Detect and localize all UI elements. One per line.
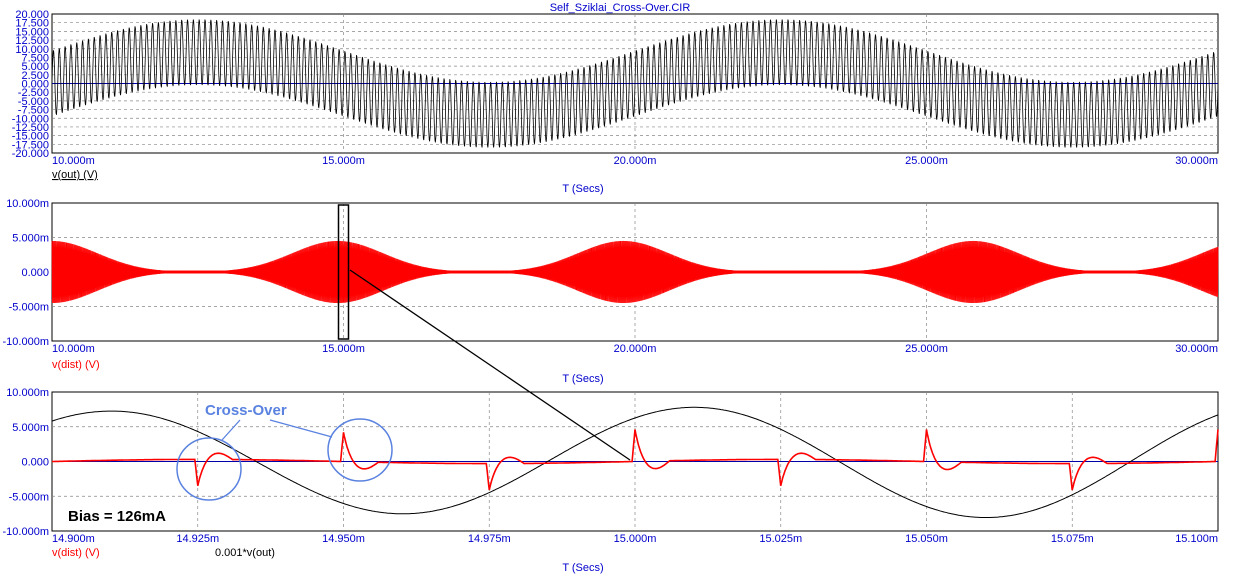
series-vdist-zoom-trace — [52, 429, 1219, 491]
y-tick-label: 5.000 — [21, 61, 49, 73]
x-tick-label: 20.000m — [614, 155, 657, 167]
y-tick-label: 5.000m — [12, 233, 49, 245]
x-tick-label: 20.000m — [614, 343, 657, 355]
x-tick-label: 30.000m — [1175, 343, 1218, 355]
y-tick-label: -10.000m — [3, 336, 49, 348]
panel-middle-vdist: 10.000m5.000m0.000-5.000m-10.000m10.000m… — [3, 198, 1219, 355]
x-tick-label: 15.025m — [759, 533, 802, 545]
y-tick-label: 7.500 — [21, 52, 49, 64]
x-tick-label: 15.050m — [905, 533, 948, 545]
y-tick-label: -10.000 — [12, 113, 49, 125]
legend-vout: v(out) (V) — [52, 169, 98, 181]
zoom-connector-line — [349, 269, 631, 461]
x-tick-label: 14.925m — [176, 533, 219, 545]
crossover-label: Cross-Over — [205, 402, 287, 419]
y-tick-label: -5.000 — [18, 96, 49, 108]
y-tick-label: -12.500 — [12, 122, 49, 134]
crossover-pointer-1 — [221, 419, 241, 441]
y-tick-label: -10.000m — [3, 526, 49, 538]
panel-top-vout: 20.00017.50015.00012.50010.0007.5005.000… — [12, 9, 1219, 167]
y-tick-label: -15.000 — [12, 131, 49, 143]
y-tick-label: 5.000m — [12, 422, 49, 434]
bias-label: Bias = 126mA — [68, 508, 166, 525]
y-tick-label: 12.500 — [15, 35, 49, 47]
legend-vdist-middle: v(dist) (V) — [52, 359, 100, 371]
x-tick-label: 10.000m — [52, 343, 95, 355]
crossover-pointer-2 — [269, 419, 333, 438]
y-tick-label: -5.000m — [9, 491, 49, 503]
x-tick-label: 14.950m — [322, 533, 365, 545]
y-tick-label: -7.500 — [18, 105, 49, 117]
y-tick-label: 0.000 — [21, 79, 49, 91]
x-tick-label: 10.000m — [52, 155, 95, 167]
legend-scaled-vout: 0.001*v(out) — [215, 547, 275, 559]
legend-vdist-bottom: v(dist) (V) — [52, 547, 100, 559]
crossover-circle-1 — [176, 437, 242, 501]
x-tick-label: 15.000m — [322, 155, 365, 167]
x-axis-label-top: T (Secs) — [562, 183, 603, 195]
panel-bottom-zoom: 10.000m 5.000m 0.000 -5.000m -10.000m14.900m… — [3, 387, 1219, 545]
y-tick-label: 10.000m — [6, 387, 49, 399]
x-tick-label: 30.000m — [1175, 155, 1218, 167]
y-tick-label: 0.000 — [21, 267, 49, 279]
crossover-circle-2 — [327, 418, 393, 482]
y-tick-label: 15.000 — [15, 26, 49, 38]
simulation-title: Self_Sziklai_Cross-Over.CIR — [550, 2, 691, 14]
x-axis-label-middle: T (Secs) — [562, 373, 603, 385]
x-tick-label: 15.000m — [322, 343, 365, 355]
x-tick-label: 14.900m — [52, 533, 95, 545]
x-tick-label: 15.100m — [1175, 533, 1218, 545]
y-tick-label: 10.000m — [6, 198, 49, 210]
series-vdist-trace — [51, 240, 1219, 304]
x-tick-label: 25.000m — [905, 343, 948, 355]
x-axis-label-bottom: T (Secs) — [562, 562, 603, 574]
zoom-window-marker — [337, 204, 350, 340]
series-scaled-vout-trace — [51, 406, 1219, 518]
y-tick-label: -2.500 — [18, 87, 49, 99]
y-tick-label: -20.000 — [12, 148, 49, 160]
annotation-layer — [176, 269, 631, 501]
y-tick-label: 17.500 — [15, 18, 49, 30]
y-tick-label: 0.000 — [21, 457, 49, 469]
x-tick-label: 14.975m — [468, 533, 511, 545]
y-tick-label: -17.500 — [12, 139, 49, 151]
y-tick-label: 20.000 — [15, 9, 49, 21]
y-tick-label: 10.000 — [15, 44, 49, 56]
y-tick-label: -5.000m — [9, 302, 49, 314]
y-tick-label: 2.500 — [21, 70, 49, 82]
x-tick-label: 15.000m — [614, 533, 657, 545]
x-tick-label: 25.000m — [905, 155, 948, 167]
x-tick-label: 15.075m — [1051, 533, 1094, 545]
series-vout-trace — [51, 19, 1219, 148]
